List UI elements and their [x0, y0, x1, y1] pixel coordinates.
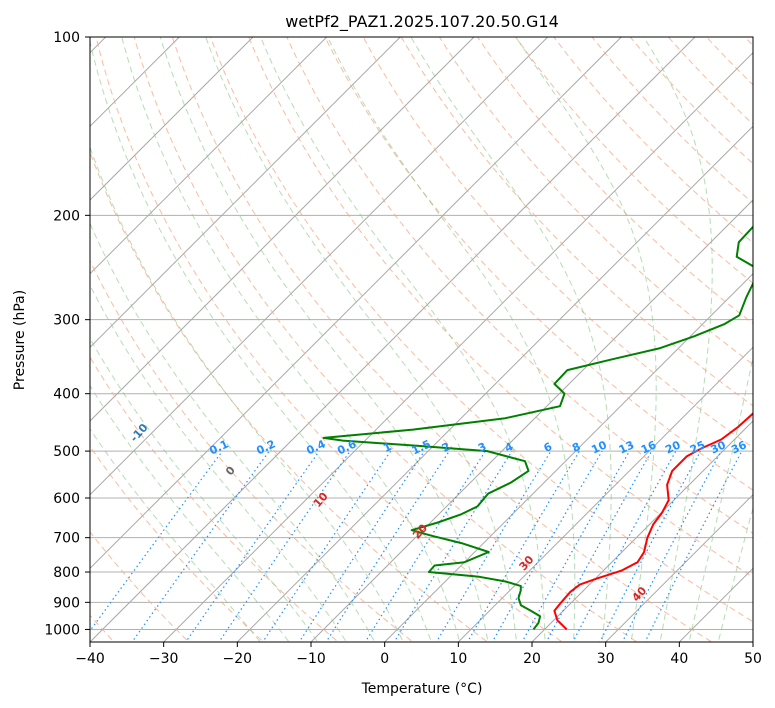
moist-adiabat-line: [90, 384, 290, 642]
mixing-ratio-line: [521, 450, 631, 642]
mixing-ratio-label: 13: [617, 438, 636, 456]
isotherm-line: [90, 37, 622, 570]
y-tick-label: 300: [53, 313, 80, 329]
mixing-ratio-line: [364, 450, 486, 642]
isotherm-line: [531, 420, 753, 642]
isotherm-line: [457, 346, 753, 642]
dry-adiabat-line: [286, 37, 753, 534]
moist-adiabat-line: [159, 37, 489, 642]
mixing-ratio-line: [572, 450, 677, 642]
moist-adiabat-line: [121, 37, 461, 642]
moist-adiabat-line: [90, 222, 376, 642]
isotherm-line: [605, 493, 753, 642]
mixing-ratio-line: [621, 450, 722, 642]
x-tick-label: 30: [597, 651, 615, 667]
y-tick-label: 800: [53, 565, 80, 581]
moist-adiabat-line: [327, 37, 576, 642]
plot-frame: [89, 36, 754, 643]
dry-adiabat-line: [171, 37, 713, 642]
dry-adiabat-line: [324, 37, 753, 491]
moist-adiabat-line: [260, 37, 546, 642]
moist-adiabat-line: [717, 505, 753, 642]
dry-adiabat-line: [591, 37, 753, 204]
dry-adiabat-line: [362, 37, 753, 449]
y-tick-label: 500: [53, 444, 80, 460]
mixing-ratio-line: [131, 450, 270, 642]
y-tick-label: 600: [53, 491, 80, 507]
mixing-ratio-label: 30: [708, 438, 728, 456]
dewpoint-profile-line: [322, 225, 753, 631]
moist-adiabat-line: [90, 39, 432, 642]
mixing-ratio-line: [599, 450, 702, 642]
x-tick-label: −10: [296, 651, 326, 667]
x-tick-label: 20: [523, 651, 541, 667]
x-tick-label: 50: [744, 651, 762, 667]
x-axis: −40 −30 −20 −10 0 10 20 30 40 50: [75, 642, 762, 667]
mixing-ratio-line: [325, 450, 450, 642]
moist-adiabat-line: [410, 37, 612, 642]
isotherm-line: [90, 37, 254, 201]
moist-adiabat-line: [643, 37, 713, 642]
isotherm-line: [236, 125, 753, 642]
dry-adiabat-line: [90, 531, 190, 642]
moist-adiabat-line: [90, 284, 347, 642]
dry-adiabat-line: [90, 356, 339, 642]
isotherm-line: [163, 51, 753, 642]
chart-title: wetPf2_PAZ1.2025.107.20.50.G14: [285, 12, 559, 32]
moist-adiabat-line: [90, 145, 404, 642]
dry-adiabat-line: [209, 37, 753, 623]
x-tick-label: −40: [75, 651, 105, 667]
y-tick-label: 400: [53, 387, 80, 403]
mixing-ratio-line: [545, 450, 653, 642]
x-tick-label: −30: [149, 651, 179, 667]
dry-adiabat-line: [629, 37, 753, 165]
x-tick-label: 10: [449, 651, 467, 667]
dry-adiabat-line: [133, 37, 638, 642]
isotherm-line: [90, 37, 328, 275]
isotherm-line: [90, 37, 401, 349]
x-tick-label: −20: [223, 651, 253, 667]
y-tick-label: 100: [53, 30, 80, 46]
mixing-ratio-line: [298, 450, 425, 642]
isotherm-line: [90, 37, 549, 496]
temperature-profile-line: [553, 412, 753, 631]
y-axis: 100 200 300 400 500 600 700 800 900 1000: [44, 30, 90, 638]
mixing-ratio-label: 20: [663, 438, 683, 456]
moist-adiabat-line: [90, 428, 261, 642]
x-tick-label: 0: [380, 651, 389, 667]
mixing-ratio-label: 10: [589, 438, 609, 456]
background-lines: [90, 37, 753, 642]
dry-adiabat-line: [95, 37, 564, 642]
dry-adiabat-line: [553, 37, 753, 244]
mixing-ratio-label: 25: [688, 438, 707, 456]
series-group: [322, 225, 753, 631]
y-tick-label: 900: [53, 595, 80, 611]
moist-adiabat-line: [90, 337, 319, 642]
dry-adiabat-line: [90, 150, 489, 642]
x-axis-label: Temperature (°C): [361, 681, 483, 697]
y-tick-label: 700: [53, 531, 80, 547]
y-tick-label: 1000: [44, 622, 80, 638]
moist-adiabat-line: [515, 37, 657, 642]
moist-adiabat-line: [688, 354, 753, 642]
x-tick-label: 40: [670, 651, 688, 667]
isotherm-line: [90, 37, 696, 642]
mixing-ratio-line: [90, 450, 223, 632]
dry-adiabat-line: [438, 37, 753, 366]
y-axis-label: Pressure (hPa): [12, 290, 28, 390]
mixing-ratio-label: 36: [729, 438, 749, 456]
isotherm-line: [90, 37, 475, 422]
mixing-ratio-line: [491, 450, 603, 642]
mixing-ratio-label: 16: [639, 438, 659, 456]
y-tick-label: 200: [53, 208, 80, 224]
mixing-ratio-line: [644, 450, 743, 642]
